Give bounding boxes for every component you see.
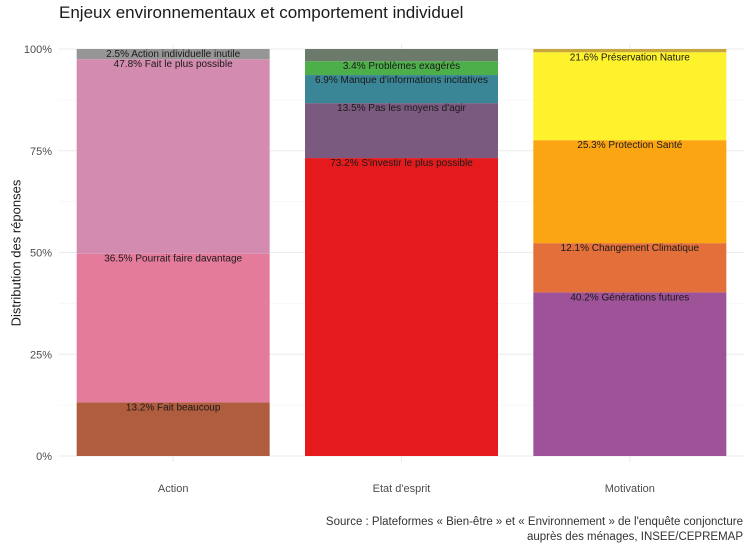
bar-segment: [305, 49, 498, 62]
segment-label: 25.3% Protection Santé: [577, 140, 683, 151]
bar-segment: [305, 103, 498, 159]
bar-segment: [533, 243, 727, 293]
x-tick-label: Motivation: [605, 483, 655, 495]
segment-label: 12.1% Changement Climatique: [561, 243, 700, 254]
x-tick-label: Action: [158, 483, 189, 495]
bar-segment: [76, 59, 270, 254]
segment-label: 73.2% S'investir le plus possible: [330, 158, 473, 169]
segment-label: 13.5% Pas les moyens d'agir: [337, 103, 466, 114]
bar-segment: [76, 253, 270, 403]
y-tick-label: 0%: [36, 451, 52, 463]
bar-segment: [533, 292, 727, 456]
segment-label: 21.6% Préservation Nature: [570, 52, 691, 63]
bar-segment: [305, 61, 498, 76]
bar-segment: [533, 49, 727, 53]
segment-label: 13.2% Fait beaucoup: [126, 402, 221, 413]
y-tick-label: 75%: [30, 146, 52, 158]
bar-segment: [76, 402, 270, 456]
segment-label: 40.2% Générations futures: [570, 292, 689, 303]
x-tick-label: Etat d'esprit: [373, 483, 431, 495]
segment-label: 3.4% Problèmes exagérés: [343, 61, 460, 72]
segment-label: 2.5% Action individuelle inutile: [106, 49, 240, 60]
source-line-2: auprès des ménages, INSEE/CEPREMAP: [526, 531, 743, 543]
bar-segment: [533, 52, 727, 141]
segment-label: 36.5% Pourrait faire davantage: [104, 254, 242, 265]
source-note: Source : Plateformes « Bien-être » et « …: [326, 515, 743, 545]
bar-segment: [533, 140, 727, 244]
segment-label: 47.8% Fait le plus possible: [114, 59, 233, 70]
chart-title: Enjeux environnementaux et comportement …: [59, 3, 464, 22]
source-line-1: Source : Plateformes « Bien-être » et « …: [325, 516, 743, 528]
y-tick-label: 25%: [30, 349, 52, 361]
segment-label: 6.9% Manque d'informations incitatives: [315, 75, 488, 86]
y-tick-label: 50%: [30, 248, 52, 260]
bar-segment: [305, 158, 498, 457]
bar-segment: [76, 49, 270, 60]
bar-segment: [305, 75, 498, 104]
y-tick-label: 100%: [24, 44, 52, 56]
